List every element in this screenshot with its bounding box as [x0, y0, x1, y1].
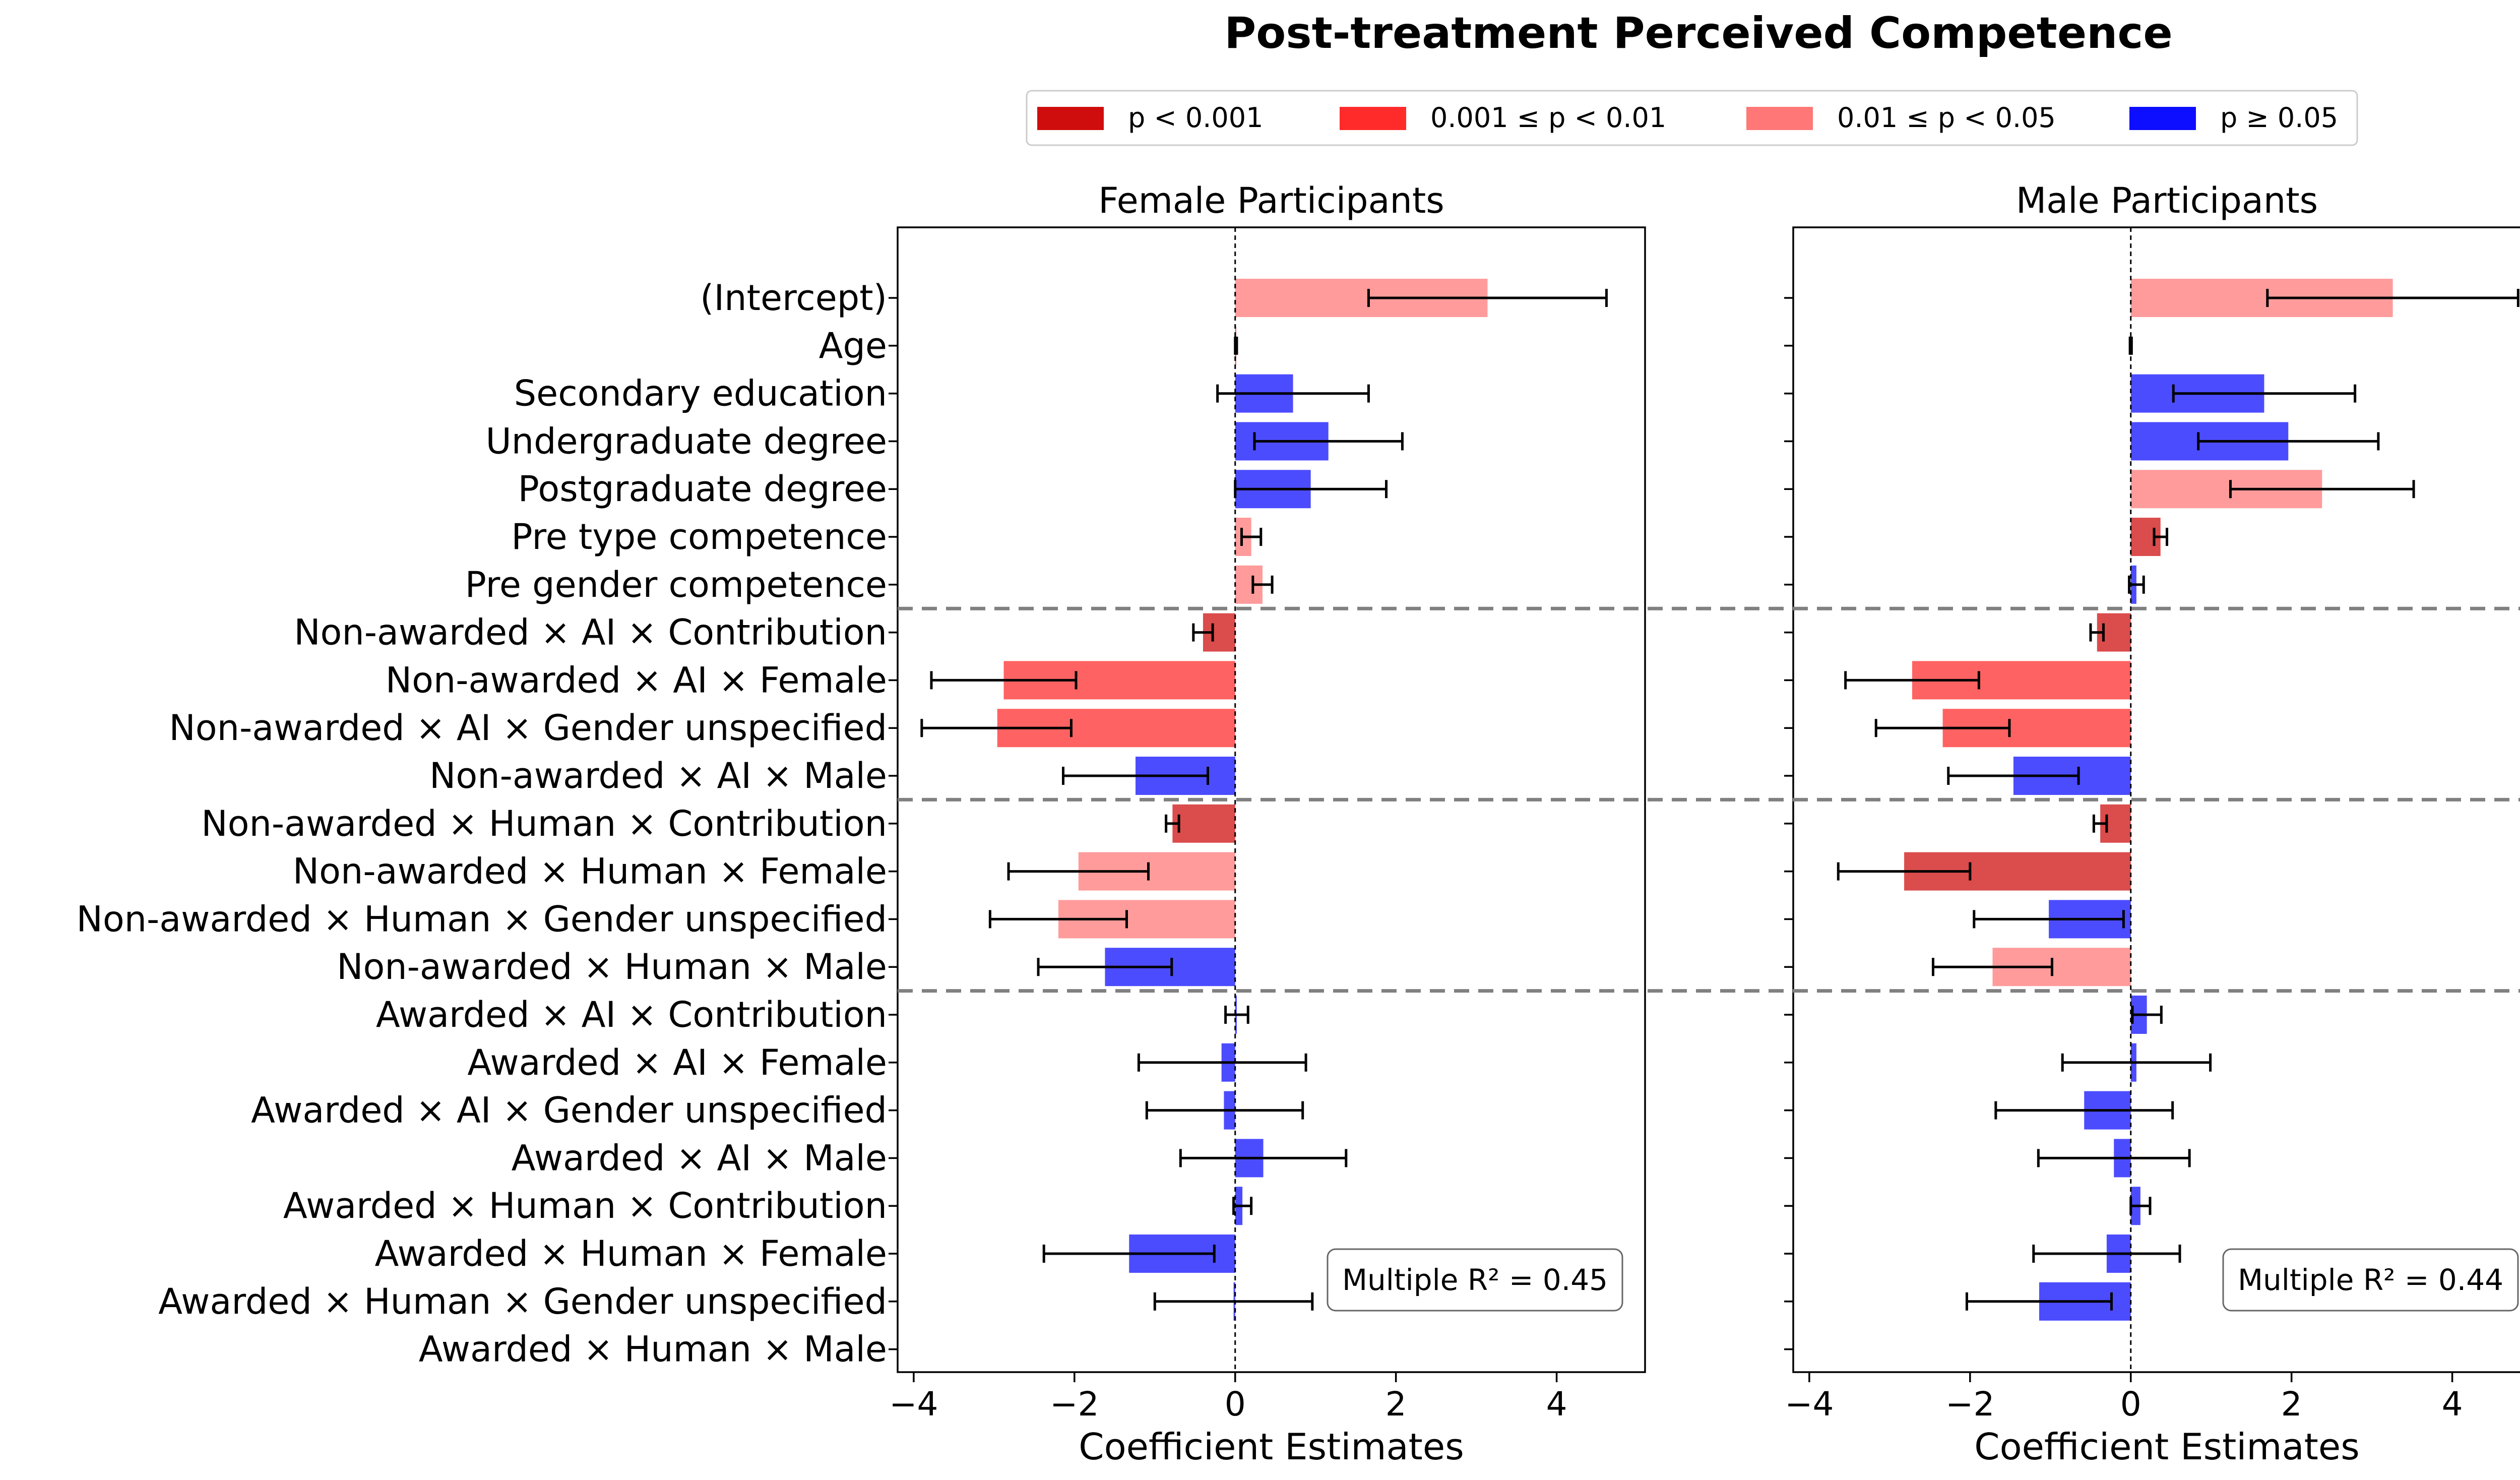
x-tick-label: −2 [1050, 1385, 1099, 1424]
x-tick-label: −2 [1945, 1385, 1994, 1424]
legend-label-p1: p < 0.001 [1128, 102, 1263, 134]
category-label: Awarded × AI × Male [512, 1137, 887, 1179]
x-tick-label: 2 [2281, 1385, 2302, 1424]
category-label: Awarded × AI × Female [467, 1042, 887, 1083]
r2-value: R² = 0.44 [2363, 1263, 2503, 1297]
legend-swatch-p4 [2129, 107, 2196, 130]
category-label: Non-awarded × AI × Contribution [294, 612, 887, 653]
category-label: Pre type competence [511, 516, 887, 558]
x-tick-label: −4 [1785, 1385, 1834, 1424]
r2-annotation: Multiple R² = 0.45 [1342, 1263, 1608, 1297]
x-tick-label: −4 [889, 1385, 938, 1424]
category-label: Non-awarded × AI × Male [429, 755, 887, 796]
category-label: Pre gender competence [465, 564, 887, 605]
x-tick-label: 0 [2120, 1385, 2141, 1424]
category-label: Undergraduate degree [485, 420, 887, 462]
legend-swatch-p3 [1746, 107, 1813, 130]
r2-value: R² = 0.45 [1468, 1263, 1608, 1297]
category-label: Awarded × Human × Male [419, 1329, 887, 1370]
category-label: (Intercept) [700, 277, 887, 319]
panel-title: Female Participants [1098, 180, 1444, 221]
r2-prefix: Multiple [1342, 1263, 1468, 1297]
r2-prefix: Multiple [2238, 1263, 2363, 1297]
panels: Female Participants −4 −2 0 2 4 Coefficient Es… [76, 180, 2520, 1468]
legend-label-p4: p ≥ 0.05 [2220, 102, 2338, 134]
bar [1172, 804, 1235, 843]
panel-1: Male Participants −4 −2 0 2 4 Coefficient Esti… [1784, 180, 2520, 1468]
r2-annotation-box [2222, 1248, 2519, 1312]
x-axis-label: Coefficient Estimates [1079, 1426, 1464, 1468]
x-tick-label: 0 [1225, 1385, 1246, 1424]
x-tick-label: 4 [1546, 1385, 1567, 1424]
category-label: Non-awarded × Human × Gender unspecified [76, 898, 887, 940]
category-label: Age [819, 325, 887, 366]
x-tick-label: 2 [1385, 1385, 1407, 1424]
legend: p < 0.001 0.001 ≤ p < 0.01 0.01 ≤ p < 0.05… [1026, 90, 2358, 146]
category-label: Awarded × AI × Contribution [376, 994, 887, 1035]
category-label: Non-awarded × AI × Gender unspecified [169, 707, 887, 749]
legend-label-p3: 0.01 ≤ p < 0.05 [1837, 102, 2056, 134]
category-label: Postgraduate degree [518, 468, 887, 510]
category-label: Non-awarded × AI × Female [386, 659, 887, 701]
legend-label-p2: 0.001 ≤ p < 0.01 [1430, 102, 1666, 134]
x-axis-label: Coefficient Estimates [1974, 1426, 2359, 1468]
category-label: Secondary education [514, 373, 887, 414]
panel-title: Male Participants [2016, 180, 2318, 221]
r2-annotation: Multiple R² = 0.44 [2238, 1263, 2503, 1297]
category-label: Non-awarded × Human × Female [293, 851, 887, 892]
legend-frame [1026, 90, 2358, 146]
category-label: Awarded × AI × Gender unspecified [251, 1090, 887, 1131]
category-label: Non-awarded × Human × Contribution [201, 803, 887, 844]
chart-title: Post-treatment Perceived Competence [1224, 8, 2172, 58]
x-tick-label: 4 [2442, 1385, 2463, 1424]
r2-annotation-box [1327, 1248, 1623, 1312]
legend-swatch-p1 [1037, 107, 1104, 130]
category-label: Awarded × Human × Contribution [283, 1185, 887, 1226]
legend-swatch-p2 [1340, 107, 1406, 130]
category-label: Awarded × Human × Gender unspecified [158, 1281, 887, 1322]
category-label: Non-awarded × Human × Male [337, 946, 887, 988]
category-label: Awarded × Human × Female [374, 1233, 887, 1274]
panel-0: Female Participants −4 −2 0 2 4 Coefficient Es… [889, 180, 1646, 1468]
